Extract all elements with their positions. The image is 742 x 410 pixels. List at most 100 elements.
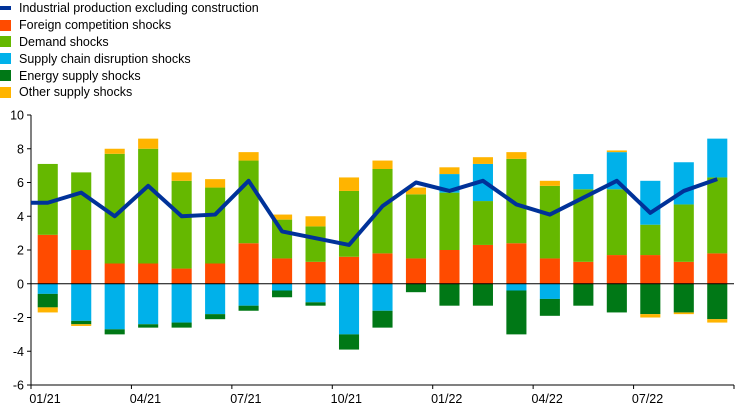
legend-item-2: Demand shocks xyxy=(0,34,259,51)
bar-3-15 xyxy=(539,298,560,316)
bar-1-15 xyxy=(539,185,560,259)
bar-4-18 xyxy=(640,314,661,318)
bar-2-6 xyxy=(238,283,259,306)
bar-0-14 xyxy=(506,243,527,284)
bar-2-1 xyxy=(71,283,92,321)
legend-label: Supply chain disruption shocks xyxy=(19,51,191,66)
x-tick-label-5: 04/22 xyxy=(532,392,563,406)
bar-2-16 xyxy=(573,174,594,190)
bar-1-16 xyxy=(573,189,594,262)
chart-legend: Industrial production excluding construc… xyxy=(0,0,259,101)
bar-4-12 xyxy=(439,167,460,175)
bar-0-11 xyxy=(405,258,427,284)
bar-1-13 xyxy=(472,201,493,245)
bar-0-3 xyxy=(138,263,159,284)
bar-0-9 xyxy=(338,256,360,284)
bar-1-11 xyxy=(405,194,427,259)
bar-0-10 xyxy=(372,253,393,284)
bar-1-18 xyxy=(640,224,661,256)
bar-1-20 xyxy=(707,177,728,254)
bar-2-17 xyxy=(606,152,627,190)
bar-4-13 xyxy=(472,157,493,164)
bar-0-12 xyxy=(439,250,460,284)
legend-swatch xyxy=(0,19,11,31)
bar-4-20 xyxy=(707,319,728,323)
bar-0-20 xyxy=(707,253,728,284)
bar-2-3 xyxy=(138,283,159,325)
bar-0-13 xyxy=(472,244,493,284)
bar-3-7 xyxy=(272,290,293,298)
bar-1-0 xyxy=(37,163,58,235)
line-industrial-production xyxy=(31,177,718,247)
bar-1-19 xyxy=(673,204,694,262)
legend-label: Other supply shocks xyxy=(19,85,133,100)
legend-label: Foreign competition shocks xyxy=(19,18,172,33)
bar-1-17 xyxy=(606,189,627,256)
bar-0-18 xyxy=(640,255,661,284)
bar-4-15 xyxy=(539,180,560,186)
bar-4-0 xyxy=(37,307,58,313)
y-tick-label-6: -2 xyxy=(13,311,24,325)
bar-1-7 xyxy=(272,219,293,259)
bar-1-8 xyxy=(305,226,326,262)
x-tick-label-4: 01/22 xyxy=(431,392,462,406)
x-tick-label-0: 01/21 xyxy=(29,392,60,406)
bar-3-19 xyxy=(673,283,694,313)
bar-0-4 xyxy=(171,268,192,284)
bar-3-12 xyxy=(439,283,460,306)
bar-3-16 xyxy=(573,283,594,306)
bar-3-20 xyxy=(707,283,728,320)
bar-4-3 xyxy=(138,138,159,149)
legend-swatch xyxy=(0,70,11,82)
legend-item-0: Industrial production excluding construc… xyxy=(0,0,259,17)
bar-2-4 xyxy=(171,283,192,323)
bar-3-18 xyxy=(640,283,661,315)
bar-2-18 xyxy=(640,180,661,225)
bar-2-8 xyxy=(305,283,326,303)
bar-4-5 xyxy=(205,179,226,188)
legend-swatch xyxy=(0,86,11,98)
bar-1-3 xyxy=(138,148,159,264)
bar-0-2 xyxy=(104,263,125,284)
y-tick-label-8: -6 xyxy=(13,379,24,393)
bar-4-4 xyxy=(171,172,192,181)
bar-1-14 xyxy=(506,158,527,244)
axes-group xyxy=(27,114,735,389)
legend-item-5: Other supply shocks xyxy=(0,84,259,101)
bar-2-15 xyxy=(539,283,560,299)
bar-2-7 xyxy=(272,283,293,291)
legend-label: Energy supply shocks xyxy=(19,68,141,83)
bar-1-2 xyxy=(104,153,125,264)
bar-0-7 xyxy=(272,258,293,284)
bar-4-2 xyxy=(104,148,125,154)
bar-0-1 xyxy=(71,250,92,284)
y-tick-label-2: 6 xyxy=(17,176,24,190)
y-tick-label-7: -4 xyxy=(13,345,24,359)
bar-1-5 xyxy=(205,187,226,264)
bar-1-12 xyxy=(439,192,460,251)
bar-3-10 xyxy=(372,310,393,328)
bar-3-11 xyxy=(405,283,427,293)
bar-4-17 xyxy=(606,150,627,153)
bar-4-1 xyxy=(71,324,92,326)
bar-0-16 xyxy=(573,261,594,284)
bar-2-14 xyxy=(506,283,527,291)
bar-4-6 xyxy=(238,152,259,161)
bar-2-5 xyxy=(205,283,226,315)
bar-3-4 xyxy=(171,322,192,328)
y-tick-label-0: 10 xyxy=(10,109,24,123)
y-tick-label-3: 4 xyxy=(17,210,24,224)
bar-3-14 xyxy=(506,290,527,335)
bar-0-0 xyxy=(37,234,58,284)
bar-3-1 xyxy=(71,320,92,325)
bar-4-10 xyxy=(372,160,393,169)
x-tick-label-6: 07/22 xyxy=(632,392,663,406)
bar-0-15 xyxy=(539,258,560,284)
x-tick-label-1: 04/21 xyxy=(130,392,161,406)
bar-3-6 xyxy=(238,305,259,311)
x-tick-label-3: 10/21 xyxy=(331,392,362,406)
bar-1-6 xyxy=(238,160,259,244)
bar-3-3 xyxy=(138,324,159,328)
bar-2-9 xyxy=(338,283,360,335)
